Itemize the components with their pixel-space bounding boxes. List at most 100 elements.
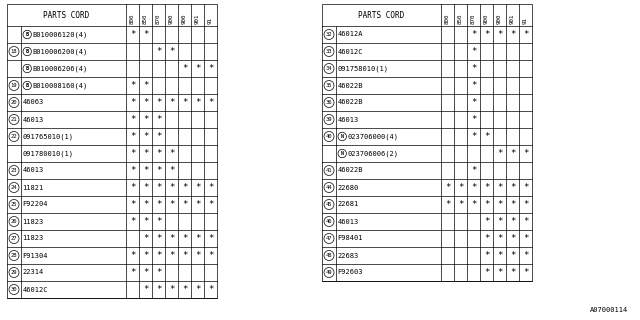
Text: F92603: F92603	[337, 269, 363, 276]
Text: *: *	[471, 166, 476, 175]
Text: *: *	[169, 234, 174, 243]
Text: *: *	[143, 200, 148, 209]
Text: 46013: 46013	[337, 219, 359, 225]
Text: *: *	[484, 268, 489, 277]
Text: 900: 900	[182, 13, 187, 24]
Text: 900: 900	[169, 13, 174, 24]
Text: B: B	[26, 83, 29, 88]
Text: *: *	[208, 64, 213, 73]
Text: *: *	[208, 183, 213, 192]
Text: *: *	[195, 234, 200, 243]
Text: *: *	[523, 183, 528, 192]
Text: B010006206(4): B010006206(4)	[33, 65, 88, 72]
Text: *: *	[130, 166, 135, 175]
Text: *: *	[471, 64, 476, 73]
Text: *: *	[182, 64, 187, 73]
Text: *: *	[143, 115, 148, 124]
Text: *: *	[523, 268, 528, 277]
Text: *: *	[156, 251, 161, 260]
Text: B: B	[26, 49, 29, 54]
Text: *: *	[484, 200, 489, 209]
Text: 40: 40	[326, 134, 332, 139]
Text: *: *	[130, 251, 135, 260]
Text: *: *	[471, 183, 476, 192]
Text: *: *	[208, 285, 213, 294]
Text: F98401: F98401	[337, 236, 363, 242]
Text: *: *	[156, 115, 161, 124]
Text: *: *	[156, 98, 161, 107]
Text: 47: 47	[326, 236, 332, 241]
Text: *: *	[143, 217, 148, 226]
Text: *: *	[156, 149, 161, 158]
Text: *: *	[471, 115, 476, 124]
Text: *: *	[130, 115, 135, 124]
Text: *: *	[510, 217, 515, 226]
Text: *: *	[510, 251, 515, 260]
Text: 46013: 46013	[337, 116, 359, 123]
Text: *: *	[510, 234, 515, 243]
Text: 46063: 46063	[22, 100, 44, 106]
Text: *: *	[143, 98, 148, 107]
Text: 30: 30	[11, 287, 17, 292]
Text: *: *	[510, 183, 515, 192]
Text: *: *	[195, 183, 200, 192]
Text: 850: 850	[458, 13, 463, 24]
Text: 11821: 11821	[22, 185, 44, 190]
Text: *: *	[523, 234, 528, 243]
Text: *: *	[143, 183, 148, 192]
Text: 49: 49	[326, 270, 332, 275]
Text: *: *	[182, 285, 187, 294]
Text: *: *	[143, 149, 148, 158]
Text: *: *	[523, 149, 528, 158]
Text: *: *	[471, 98, 476, 107]
Bar	[7, 4, 217, 298]
Text: B: B	[26, 66, 29, 71]
Text: 18: 18	[11, 49, 17, 54]
Text: *: *	[445, 183, 450, 192]
Text: *: *	[143, 234, 148, 243]
Text: 46013: 46013	[22, 167, 44, 173]
Text: A07000114: A07000114	[589, 307, 628, 313]
Text: *: *	[484, 251, 489, 260]
Text: 41: 41	[326, 168, 332, 173]
Text: *: *	[523, 251, 528, 260]
Text: *: *	[169, 166, 174, 175]
Text: 870: 870	[156, 13, 161, 24]
Text: 870: 870	[471, 13, 476, 24]
Text: *: *	[130, 98, 135, 107]
Text: *: *	[484, 30, 489, 39]
Text: *: *	[130, 268, 135, 277]
Text: *: *	[143, 166, 148, 175]
Text: *: *	[130, 149, 135, 158]
Text: 091765010(1): 091765010(1)	[22, 133, 74, 140]
Text: 46022B: 46022B	[337, 100, 363, 106]
Text: 27: 27	[11, 236, 17, 241]
Text: 22680: 22680	[337, 185, 359, 190]
Text: *: *	[130, 183, 135, 192]
Text: 46012C: 46012C	[337, 49, 363, 54]
Text: 900: 900	[484, 13, 489, 24]
Text: 46: 46	[326, 219, 332, 224]
Text: 091758010(1): 091758010(1)	[337, 65, 388, 72]
Text: *: *	[156, 285, 161, 294]
Text: *: *	[510, 200, 515, 209]
Text: *: *	[182, 200, 187, 209]
Text: *: *	[195, 285, 200, 294]
Text: *: *	[130, 200, 135, 209]
Text: *: *	[523, 217, 528, 226]
Text: 46012A: 46012A	[337, 31, 363, 37]
Text: *: *	[169, 200, 174, 209]
Text: B: B	[26, 32, 29, 37]
Text: *: *	[497, 268, 502, 277]
Text: B010006120(4): B010006120(4)	[33, 31, 88, 38]
Text: 023706006(2): 023706006(2)	[348, 150, 398, 157]
Text: *: *	[156, 47, 161, 56]
Text: 29: 29	[11, 270, 17, 275]
Text: *: *	[156, 132, 161, 141]
Text: 901: 901	[195, 13, 200, 24]
Text: 34: 34	[326, 66, 332, 71]
Text: 20: 20	[11, 100, 17, 105]
Text: 46022B: 46022B	[337, 167, 363, 173]
Text: 25: 25	[11, 202, 17, 207]
Text: *: *	[156, 200, 161, 209]
